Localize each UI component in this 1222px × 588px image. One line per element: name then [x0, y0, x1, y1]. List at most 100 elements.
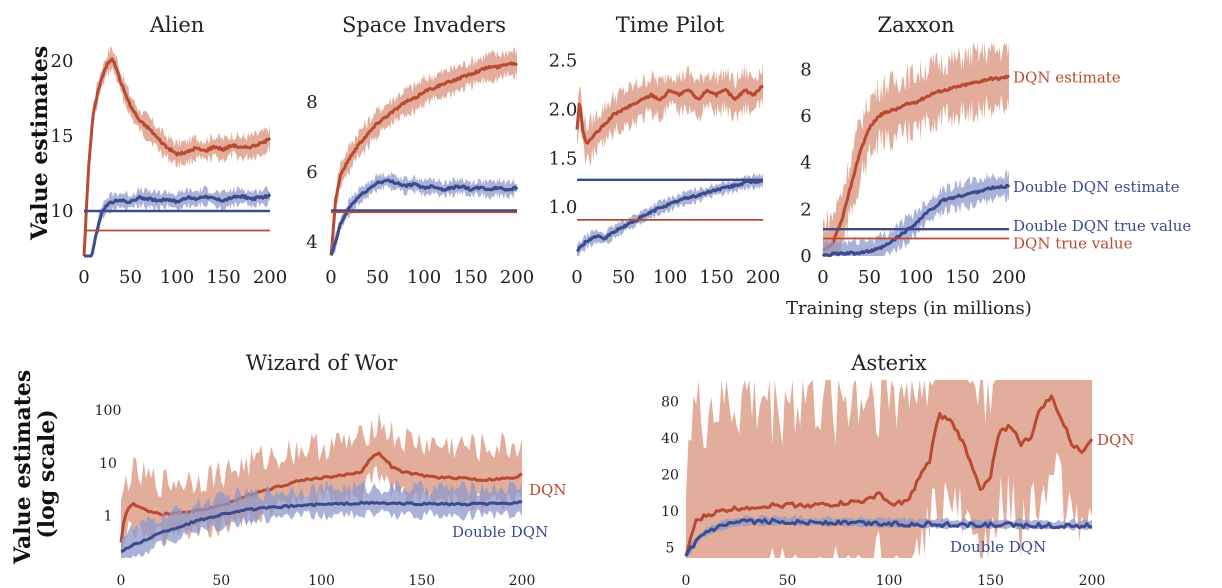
chart-panel-5: Asterix 0 50 100 150 200 5 10 20 40 80 DQN Double DQ… [661, 351, 1134, 588]
x-tick-label: 0 [682, 573, 691, 588]
y-axis-label-bottom-line2: (log scale) [34, 409, 60, 539]
y-tick-label: 100 [95, 403, 122, 419]
y-tick-label: 4 [800, 153, 811, 174]
y-tick-label: 6 [800, 106, 811, 127]
y-tick-label: 2 [800, 199, 811, 220]
y-tick-label: 2.5 [549, 51, 578, 72]
series-label: Double DQN true value [1013, 217, 1191, 235]
y-tick-label: 4 [306, 232, 317, 253]
y-tick-label: 0 [800, 246, 811, 267]
x-tick-label: 200 [992, 267, 1026, 288]
x-tick-label: 100 [876, 573, 903, 588]
x-tick-label: 50 [612, 267, 635, 288]
y-tick-label: 10 [99, 456, 117, 472]
y-axis-label-bottom-line1: Value estimates [10, 369, 36, 564]
series-label: DQN [1097, 431, 1134, 449]
double-dqn-estimate-line [329, 178, 519, 256]
x-tick-label: 0 [78, 267, 89, 288]
x-axis-label-top: Training steps (in millions) [786, 298, 1032, 319]
chart-panel-2: Time Pilot 0 50 100 150 200 1.0 1.5 2.0 2.5 [549, 13, 781, 288]
dqn-estimate-line [119, 451, 523, 543]
chart-title: Zaxxon [878, 13, 955, 37]
series-label: DQN estimate [1013, 68, 1121, 86]
dqn-estimate-line [329, 61, 519, 256]
series-label: DQN true value [1013, 235, 1133, 253]
x-tick-label: 150 [453, 267, 487, 288]
x-tick-label: 0 [571, 267, 582, 288]
x-tick-label: 200 [500, 267, 534, 288]
x-tick-label: 150 [206, 267, 240, 288]
y-tick-label: 15 [51, 126, 74, 147]
y-tick-label: 6 [306, 162, 317, 183]
chart-title: Wizard of Wor [246, 351, 399, 375]
chart-panel-0: Alien 0 50 100 150 200 10 15 20 [51, 13, 288, 288]
x-tick-label: 150 [408, 573, 435, 588]
y-tick-label: 1 [104, 509, 113, 525]
y-tick-label: 20 [51, 51, 74, 72]
x-tick-label: 100 [160, 267, 194, 288]
y-tick-label: 2.0 [549, 99, 578, 120]
dqn-estimate-line [575, 84, 764, 145]
chart-title: Asterix [850, 351, 927, 375]
chart-panel-3: Zaxxon 0 50 100 150 200 0 2 4 6 8 DQN estimate Doubl… [800, 13, 1191, 288]
x-tick-label: 50 [366, 267, 389, 288]
x-tick-label: 100 [407, 267, 441, 288]
x-tick-label: 100 [308, 573, 335, 588]
x-tick-label: 200 [509, 573, 536, 588]
series-label: Double DQN [452, 523, 548, 541]
double-dqn-variance-band [121, 480, 522, 558]
x-tick-label: 50 [212, 573, 230, 588]
dqn-estimate-line [82, 57, 272, 257]
x-tick-label: 100 [899, 267, 933, 288]
chart-panel-1: Space Invaders 0 50 100 150 200 4 6 8 [306, 13, 534, 288]
y-tick-label: 8 [306, 92, 317, 113]
chart-title: Alien [149, 13, 205, 37]
x-tick-label: 100 [653, 267, 687, 288]
chart-panel-4: Wizard of Wor 0 50 100 150 200 1 10 100 DQN Double… [95, 351, 567, 588]
double-dqn-variance-band [331, 171, 517, 256]
y-tick-label: 1.5 [549, 148, 578, 169]
dqn-variance-band [686, 380, 1092, 558]
chart-title: Time Pilot [616, 13, 725, 37]
double-dqn-variance-band [577, 172, 763, 256]
double-dqn-estimate-line [575, 179, 764, 253]
y-tick-label: 80 [661, 395, 679, 411]
y-tick-label: 10 [51, 201, 74, 222]
dqn-variance-band [84, 45, 270, 256]
dqn-variance-band [823, 42, 1009, 256]
dqn-estimate-line [684, 394, 1094, 557]
chart-title: Space Invaders [342, 13, 506, 37]
series-label: DQN [529, 481, 566, 499]
x-tick-label: 200 [746, 267, 780, 288]
double-dqn-estimate-line [120, 500, 523, 554]
y-tick-label: 5 [666, 540, 675, 556]
y-tick-label: 10 [661, 504, 679, 520]
y-tick-label: 1.0 [549, 197, 578, 218]
series-label: Double DQN estimate [1013, 178, 1180, 196]
dqn-estimate-line [822, 74, 1010, 252]
series-label: Double DQN [950, 538, 1046, 556]
y-tick-label: 40 [661, 431, 679, 447]
double-dqn-variance-band [686, 514, 1092, 558]
y-tick-label: 20 [661, 468, 679, 484]
double-dqn-estimate-line [684, 517, 1093, 557]
y-axis-label-top: Value estimates [27, 45, 53, 240]
dqn-variance-band [331, 47, 517, 256]
y-tick-label: 8 [800, 59, 811, 80]
dqn-variance-band [577, 62, 763, 165]
x-tick-label: 50 [779, 573, 797, 588]
x-tick-label: 150 [699, 267, 733, 288]
x-tick-label: 200 [1079, 573, 1106, 588]
x-tick-label: 0 [117, 573, 126, 588]
double-dqn-estimate-line [821, 183, 1011, 257]
double-dqn-variance-band [823, 170, 1009, 256]
x-tick-label: 0 [325, 267, 336, 288]
x-tick-label: 50 [119, 267, 142, 288]
x-tick-label: 150 [945, 267, 979, 288]
x-tick-label: 200 [253, 267, 287, 288]
double-dqn-estimate-line [83, 193, 272, 258]
x-tick-label: 50 [858, 267, 881, 288]
x-tick-label: 0 [817, 267, 828, 288]
x-tick-label: 150 [977, 573, 1004, 588]
